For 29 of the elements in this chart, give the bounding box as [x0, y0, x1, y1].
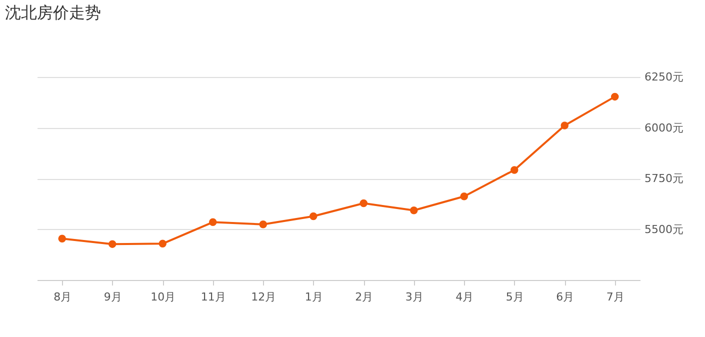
- x-tick-label: 8月: [54, 290, 72, 304]
- point: [158, 240, 166, 248]
- point: [108, 240, 116, 248]
- x-tick-label: 5月: [506, 290, 524, 304]
- y-tick-label: 5500元: [644, 222, 684, 236]
- point: [310, 212, 318, 220]
- x-tick-label: 1月: [304, 290, 323, 304]
- point: [410, 206, 418, 214]
- point: [510, 166, 518, 174]
- point: [611, 92, 619, 101]
- x-tick-label: 10月: [150, 290, 176, 304]
- point: [209, 218, 217, 226]
- point: [259, 220, 267, 228]
- x-tick-label: 3月: [405, 290, 424, 304]
- x-tick-label: 12月: [251, 290, 276, 304]
- x-tick-label: 11月: [200, 290, 226, 304]
- x-tick-label: 9月: [104, 290, 122, 304]
- point: [360, 199, 368, 208]
- x-tick-label: 2月: [355, 290, 374, 304]
- chart-title: 沈北房价走势: [5, 3, 101, 22]
- point: [58, 234, 66, 242]
- x-tick-label: 7月: [606, 290, 624, 304]
- y-tick-label: 5750元: [644, 172, 684, 185]
- y-tick-label: 6250元: [644, 70, 684, 84]
- point: [460, 192, 468, 200]
- y-tick-label: 6000元: [644, 121, 684, 134]
- x-tick-label: 4月: [456, 290, 474, 304]
- point: [560, 122, 568, 130]
- x-tick-label: 6月: [556, 290, 574, 304]
